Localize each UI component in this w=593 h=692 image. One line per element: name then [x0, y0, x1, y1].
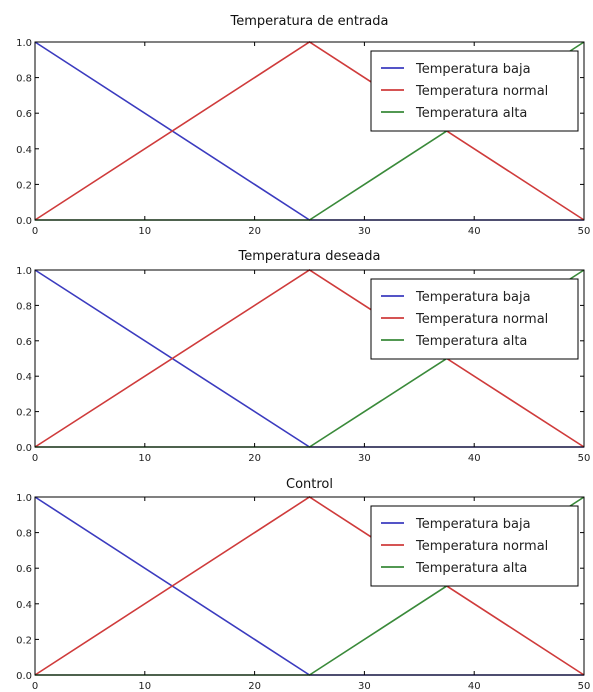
x-tick-label: 0	[32, 681, 38, 692]
y-tick-label: 0.4	[16, 145, 32, 156]
chart-title: Temperatura deseada	[238, 249, 381, 264]
axes-frame	[34, 41, 585, 221]
y-tick-label: 0.4	[16, 372, 32, 383]
y-tick-label: 0.0	[16, 671, 32, 682]
legend: Temperatura baja Temperatura normal Temper…	[370, 50, 579, 132]
legend-entry-label: Temperatura normal	[415, 84, 548, 99]
x-tick-label: 30	[358, 226, 371, 237]
x-tick-label: 0	[32, 226, 38, 237]
x-tick-label: 10	[138, 453, 151, 464]
y-tick-label: 1.0	[16, 493, 32, 504]
y-tick-label: 0.8	[16, 301, 32, 312]
x-tick-label: 20	[248, 453, 261, 464]
chart-title: Control	[286, 477, 333, 492]
y-tick-label: 0.4	[16, 600, 32, 611]
x-tick-label: 40	[468, 453, 481, 464]
y-tick-label: 0.2	[16, 635, 32, 646]
x-tick-label: 40	[468, 226, 481, 237]
y-tick-label: 0.8	[16, 74, 32, 85]
y-tick-label: 0.2	[16, 408, 32, 419]
axes-frame	[34, 269, 585, 448]
y-tick-label: 0.0	[16, 443, 32, 454]
y-tick-label: 1.0	[16, 38, 32, 49]
legend-entry-label: Temperatura alta	[415, 561, 527, 576]
x-tick-label: 50	[578, 226, 591, 237]
legend-entry-label: Temperatura baja	[415, 62, 531, 77]
legend: Temperatura baja Temperatura normal Temper…	[370, 278, 579, 360]
y-tick-label: 0.8	[16, 529, 32, 540]
x-tick-label: 10	[138, 226, 151, 237]
x-tick-label: 30	[358, 453, 371, 464]
legend-entry-label: Temperatura alta	[415, 106, 527, 121]
chart-panel-1: Temperatura de entrada 0.0 0.2 0.4 0.6 0.8 1.0…	[16, 14, 590, 237]
chart-panel-2: Temperatura deseada 0.0 0.2 0.4 0.6 0.8 1.0 0 10…	[16, 249, 590, 464]
legend-box	[370, 505, 579, 587]
legend-entry-label: Temperatura baja	[415, 517, 531, 532]
x-tick-label: 20	[248, 681, 261, 692]
y-tick-label: 0.6	[16, 564, 32, 575]
legend-entry-label: Temperatura baja	[415, 290, 531, 305]
x-tick-label: 50	[578, 453, 591, 464]
y-tick-label: 1.0	[16, 266, 32, 277]
legend-entry-label: Temperatura alta	[415, 334, 527, 349]
y-tick-label: 0.6	[16, 337, 32, 348]
x-tick-label: 30	[358, 681, 371, 692]
legend-entry-label: Temperatura normal	[415, 539, 548, 554]
x-tick-label: 40	[468, 681, 481, 692]
y-tick-label: 0.0	[16, 216, 32, 227]
legend-box	[370, 50, 579, 132]
x-tick-label: 10	[138, 681, 151, 692]
x-tick-label: 20	[248, 226, 261, 237]
axes-frame	[34, 496, 585, 676]
chart-title: Temperatura de entrada	[230, 14, 389, 29]
legend: Temperatura baja Temperatura normal Temper…	[370, 505, 579, 587]
y-tick-label: 0.6	[16, 109, 32, 120]
chart-panel-3: Control 0.0 0.2 0.4 0.6 0.8 1.0 0 10 20 30 40 50 Temp…	[16, 477, 590, 692]
x-tick-label: 50	[578, 681, 591, 692]
x-tick-label: 0	[32, 453, 38, 464]
legend-box	[370, 278, 579, 360]
legend-entry-label: Temperatura normal	[415, 312, 548, 327]
y-tick-label: 0.2	[16, 180, 32, 191]
